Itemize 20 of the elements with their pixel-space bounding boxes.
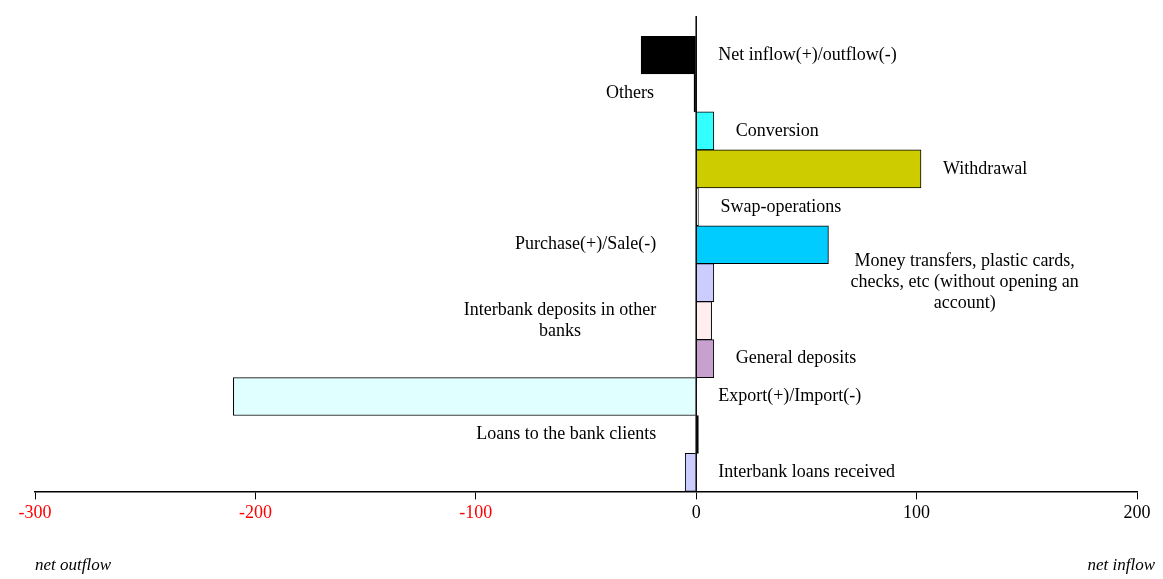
y-tick-label: Money transfers, plastic cards, checks, etc (without opening an account): [850, 250, 1079, 314]
y-tick-label: Others: [606, 81, 654, 102]
y-tick-label: Purchase(+)/Sale(-): [515, 233, 657, 255]
x-tick-label: -200: [238, 501, 272, 522]
text: net inflow: [1087, 555, 1156, 574]
y-tick-label: Interbank loans received: [718, 461, 896, 482]
y-tick-label: Loans to the bank clients: [476, 423, 657, 444]
x-tick-label: 200: [1123, 501, 1151, 522]
y-tick-label: Conversion: [735, 119, 819, 140]
text: net outflow: [35, 555, 112, 574]
y-tick-label: Export(+)/Import(-): [718, 385, 862, 407]
y-tick-label: Withdrawal: [943, 157, 1028, 178]
x-tick-label: -300: [18, 501, 52, 522]
y-tick-label: Net inflow(+)/outflow(-): [718, 43, 897, 65]
x-tick-label: 100: [903, 501, 931, 522]
x-tick-label: -100: [459, 501, 493, 522]
x-tick-label: 0: [691, 501, 701, 522]
y-tick-label: General deposits: [735, 347, 857, 368]
y-tick-label: Swap-operations: [720, 195, 842, 216]
y-tick-label: Interbank deposits in other banks: [463, 298, 657, 340]
